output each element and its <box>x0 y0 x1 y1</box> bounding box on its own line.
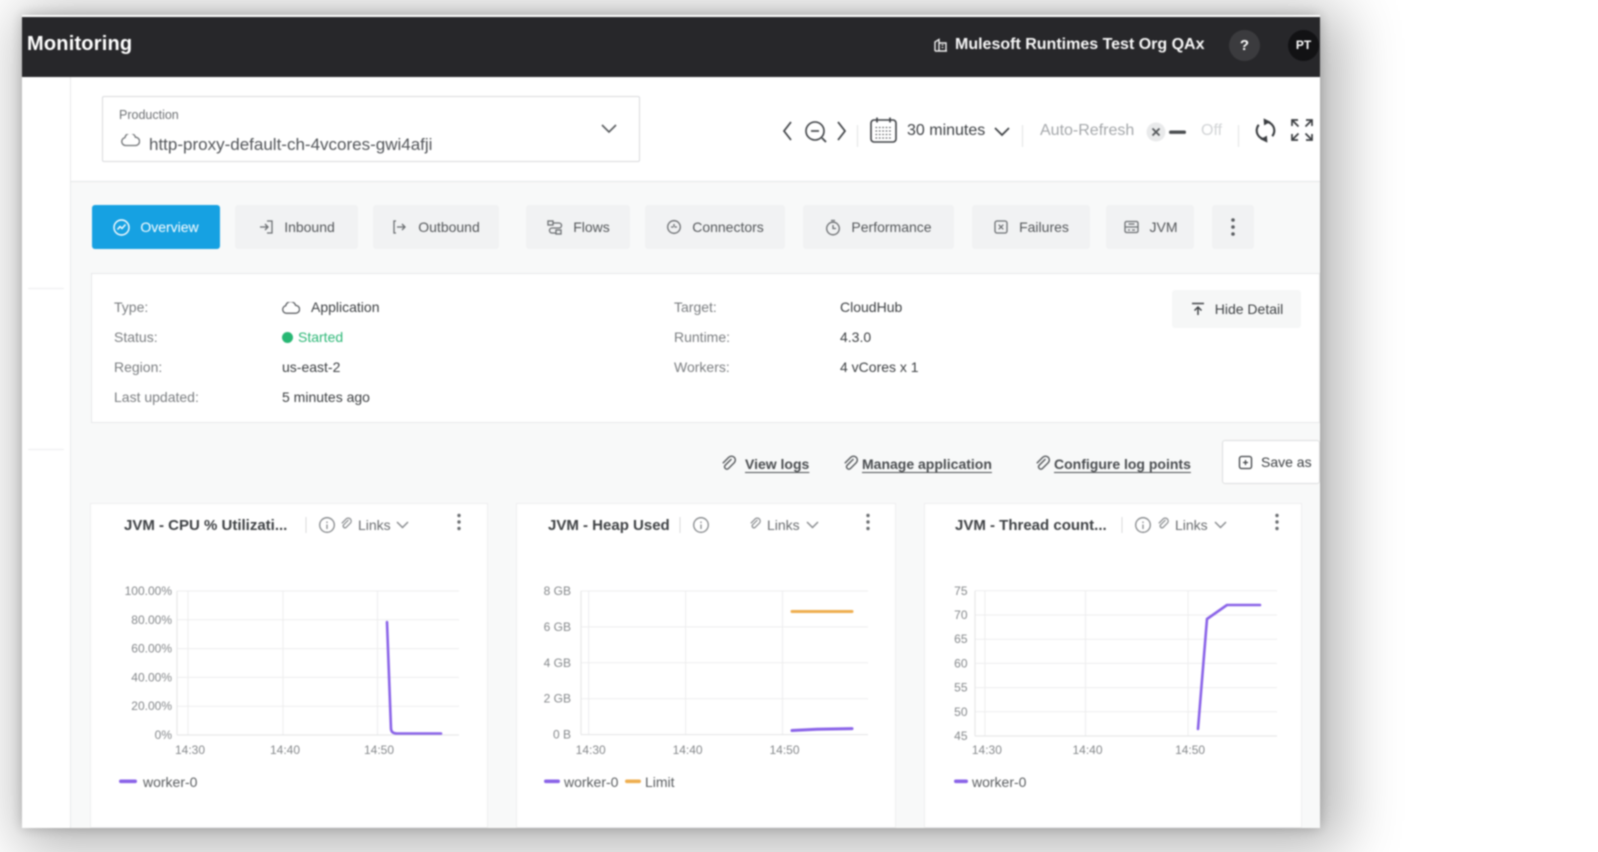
svg-text:worker-0: worker-0 <box>142 774 198 790</box>
svg-text:6 GB: 6 GB <box>544 620 571 634</box>
svg-text:70: 70 <box>954 608 968 622</box>
svg-text:8 GB: 8 GB <box>544 584 571 598</box>
svg-text:14:40: 14:40 <box>1072 743 1102 757</box>
svg-text:60: 60 <box>954 656 968 670</box>
svg-text:14:50: 14:50 <box>1175 743 1205 757</box>
svg-text:14:30: 14:30 <box>972 743 1002 757</box>
svg-text:40.00%: 40.00% <box>131 670 172 684</box>
svg-text:0%: 0% <box>155 728 173 742</box>
svg-text:Limit: Limit <box>645 774 675 790</box>
svg-text:50: 50 <box>954 705 968 719</box>
svg-text:Links: Links <box>1175 517 1208 533</box>
svg-text:2 GB: 2 GB <box>544 692 571 706</box>
svg-text:14:50: 14:50 <box>769 743 799 757</box>
svg-text:worker-0: worker-0 <box>563 774 619 790</box>
svg-text:75: 75 <box>954 584 968 598</box>
svg-text:Links: Links <box>358 517 391 533</box>
svg-text:60.00%: 60.00% <box>131 642 172 656</box>
svg-text:45: 45 <box>954 729 968 743</box>
svg-text:14:30: 14:30 <box>175 743 205 757</box>
svg-text:14:30: 14:30 <box>576 743 606 757</box>
svg-text:4 GB: 4 GB <box>544 656 571 670</box>
svg-text:JVM - CPU % Utilizati...: JVM - CPU % Utilizati... <box>124 517 287 534</box>
svg-text:14:40: 14:40 <box>270 743 300 757</box>
svg-text:Links: Links <box>767 517 800 533</box>
svg-text:JVM - Thread count...: JVM - Thread count... <box>955 517 1107 534</box>
svg-text:65: 65 <box>954 632 968 646</box>
svg-text:0 B: 0 B <box>553 728 571 742</box>
svg-text:14:50: 14:50 <box>364 743 394 757</box>
svg-text:100.00%: 100.00% <box>125 584 173 598</box>
svg-text:20.00%: 20.00% <box>131 699 172 713</box>
svg-text:55: 55 <box>954 681 968 695</box>
svg-text:80.00%: 80.00% <box>131 613 172 627</box>
svg-text:14:40: 14:40 <box>673 743 703 757</box>
svg-text:worker-0: worker-0 <box>971 774 1027 790</box>
svg-text:JVM - Heap Used: JVM - Heap Used <box>548 517 670 534</box>
